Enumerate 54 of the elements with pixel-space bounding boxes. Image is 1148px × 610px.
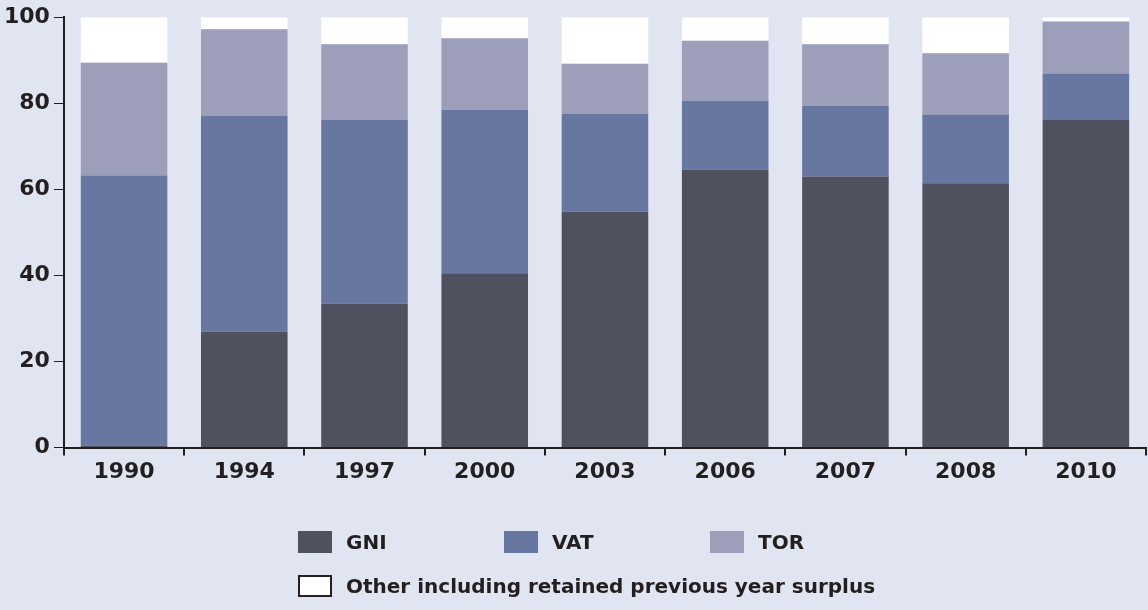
bar [80,175,168,446]
x-tick-label: 1994 [213,457,275,483]
legend-label: VAT [552,530,594,554]
bar [441,109,529,274]
legend-label: Other including retained previous year surplus [346,574,876,598]
bar [1042,120,1130,448]
bar [561,211,649,448]
bar [321,44,408,121]
bar [802,105,889,177]
bar [321,17,408,45]
bar [80,62,168,176]
bar [922,17,1009,54]
bar [922,114,1009,184]
bar [681,100,769,170]
x-tick-label: 2010 [1055,457,1117,483]
bar [922,53,1009,115]
bar [441,17,529,39]
bar [561,17,649,64]
bar [441,38,529,110]
bar [200,29,288,116]
bar [200,115,288,332]
x-tick-label: 1997 [333,457,396,483]
legend-label: GNI [346,530,387,554]
bar [681,17,769,41]
bar [80,17,168,63]
y-tick-label: 40 [19,261,50,287]
y-tick-label: 20 [19,347,50,373]
bar [681,40,769,101]
x-tick-label: 2000 [454,457,516,483]
bar [802,176,889,448]
bar [441,273,529,448]
bar [321,303,408,448]
x-tick-label: 2003 [574,457,636,483]
bar [802,44,889,106]
x-tick-label: 2006 [694,457,756,483]
bar [321,120,408,304]
y-tick-label: 100 [3,2,50,28]
x-tick-label: 2008 [935,457,997,483]
bar [200,17,288,30]
bar [1042,17,1130,22]
y-tick-label: 60 [19,175,50,201]
y-tick-label: 0 [34,433,50,459]
bar [1042,73,1130,121]
legend-label: TOR [758,530,805,554]
x-tick-label: 1990 [93,457,155,483]
bar [681,169,769,448]
x-tick-label: 2007 [814,457,877,483]
bar [802,17,889,45]
bar [561,114,649,212]
bar [922,183,1009,448]
bar [200,331,288,448]
bar [561,63,649,115]
bar [1042,21,1130,74]
y-tick-label: 80 [19,89,50,114]
